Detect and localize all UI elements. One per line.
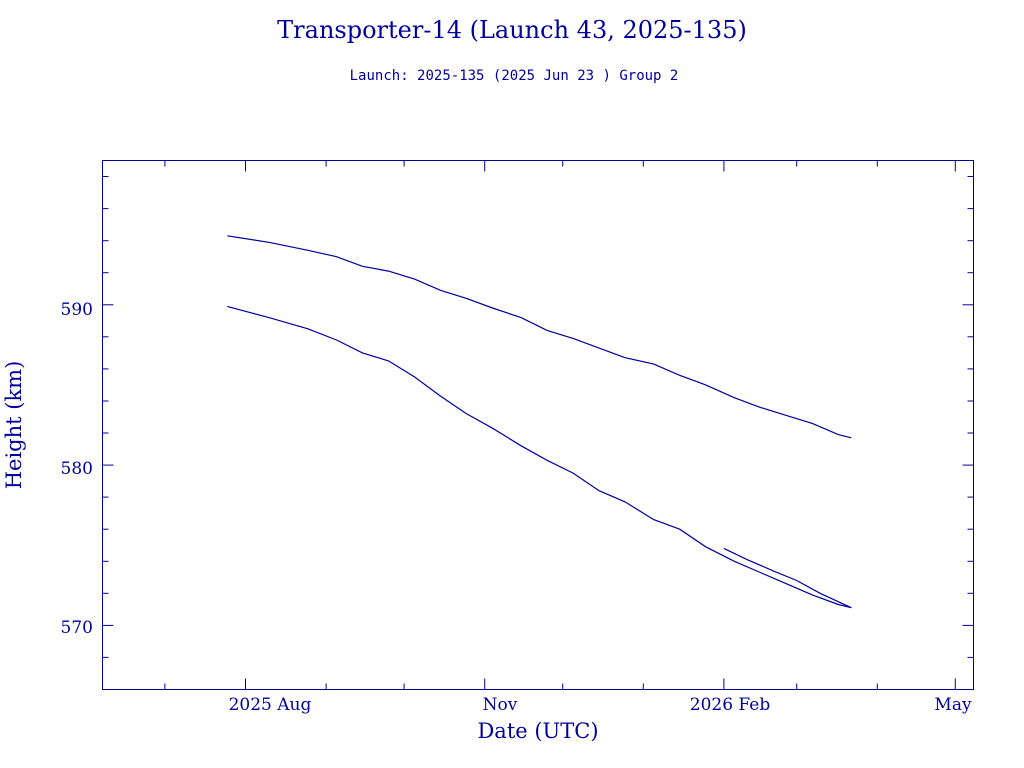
y-axis-label: Height (km) [2,361,26,490]
plot-frame [102,160,974,690]
x-tick-label-2026-feb: 2026 Feb [690,695,771,715]
axis-ticks [102,160,974,690]
x-tick-label-may: May [934,695,972,715]
chart-title: Transporter-14 (Launch 43, 2025-135) [277,16,747,44]
y-tick-label-580: 580 [61,459,93,479]
x-tick-label-2025-aug: 2025 Aug [229,695,312,715]
x-tick-label-nov: Nov [483,695,518,715]
series-line-1 [227,235,852,439]
y-tick-label-570: 570 [61,618,93,638]
series-line-3 [723,547,852,609]
y-tick-label-590: 590 [61,300,93,320]
series-line-2 [227,305,852,609]
x-axis-label: Date (UTC) [477,719,598,743]
chart-subtitle: Launch: 2025-135 (2025 Jun 23 ) Group 2 [350,68,679,84]
series-group [227,235,852,609]
